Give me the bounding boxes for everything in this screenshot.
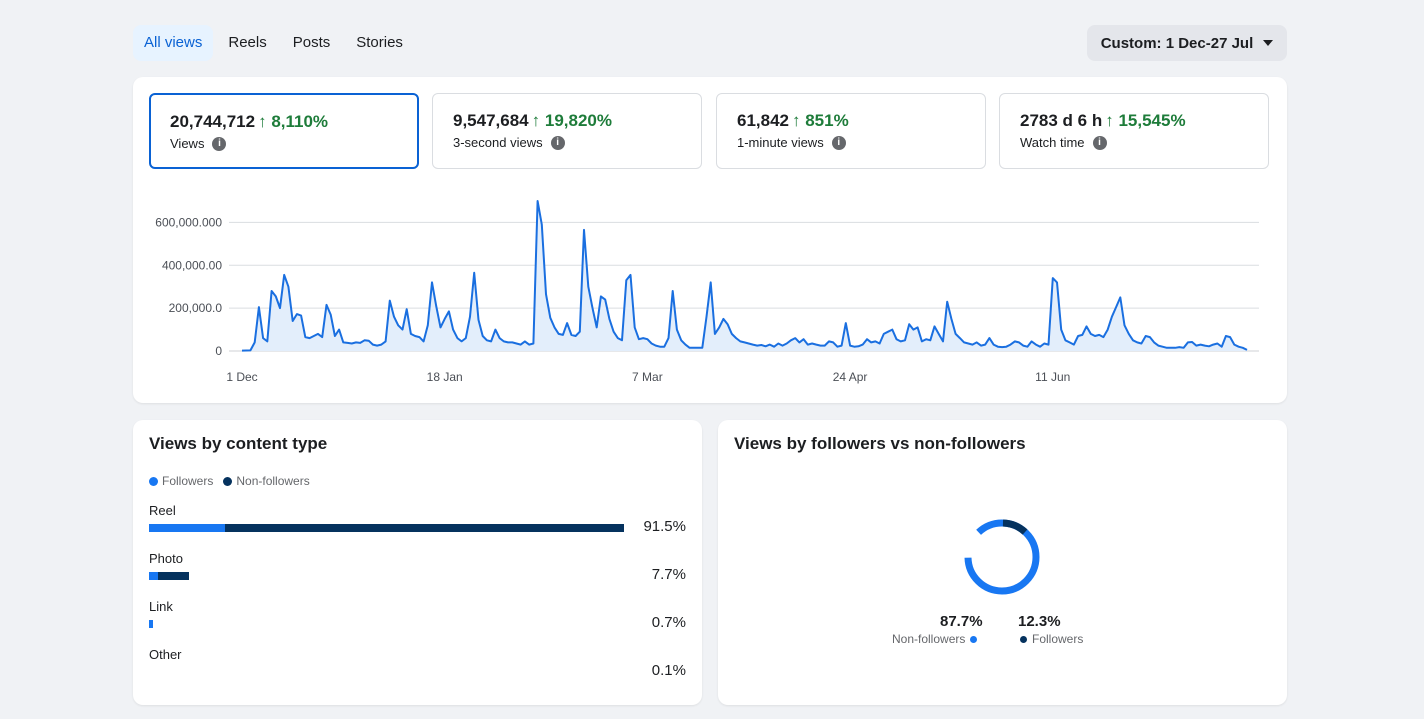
x-tick-label: 11 Jun xyxy=(1035,370,1070,384)
non-followers-arc xyxy=(964,519,1040,595)
metric-watch-time[interactable]: 2783 d 6 h ↑ 15,545% Watch time i xyxy=(999,93,1269,169)
metric-views[interactable]: 20,744,712 ↑ 8,110% Views i xyxy=(149,93,419,169)
tab-all-views[interactable]: All views xyxy=(133,25,214,61)
legend-label: Followers xyxy=(1032,632,1084,646)
content-type-bar xyxy=(149,620,153,628)
non-followers-segment xyxy=(157,572,189,580)
legend-dot xyxy=(1020,635,1027,643)
followers-donut-chart xyxy=(964,519,1040,595)
x-tick-label: 7 Mar xyxy=(632,370,663,384)
metric-value: 2783 d 6 h xyxy=(1020,111,1103,130)
legend-label: Non-followers xyxy=(892,632,966,646)
info-icon[interactable]: i xyxy=(1092,135,1107,150)
info-icon[interactable]: i xyxy=(550,135,565,150)
metric-change: ↑ 15,545% xyxy=(1105,111,1186,130)
metric-value: 61,842 xyxy=(737,111,789,130)
views-area-fill xyxy=(242,201,1247,351)
legend-item-non-followers: Non-followers xyxy=(223,474,310,488)
followers-legend: Followers xyxy=(1020,632,1083,646)
content-type-bar xyxy=(149,524,624,532)
overview-card: 20,744,712 ↑ 8,110% Views i 9,547,684 ↑ 19,… xyxy=(133,77,1287,403)
panel-title: Views by content type xyxy=(149,434,328,453)
legend-label: Followers xyxy=(162,474,214,488)
metric-change: ↑ 8,110% xyxy=(258,112,329,131)
metric-label: Watch time xyxy=(1020,135,1085,150)
metric-label: Views xyxy=(170,136,205,151)
followers-segment xyxy=(149,572,158,580)
panel-title: Views by followers vs non-followers xyxy=(734,434,1026,453)
views-series-line xyxy=(241,200,1248,352)
views-line-chart: 0 200,000.0 400,000.00 600,000.000 1 Dec 18 J… xyxy=(155,200,1259,384)
followers-segment xyxy=(149,524,225,532)
tab-reels[interactable]: Reels xyxy=(228,34,267,51)
metric-value: 9,547,684 xyxy=(453,111,529,130)
metric-label: 3-second views xyxy=(453,135,543,150)
chart-legend: Followers Non-followers xyxy=(149,474,310,488)
legend-label: Non-followers xyxy=(236,474,310,488)
info-icon[interactable]: i xyxy=(212,136,227,151)
content-type-bar xyxy=(149,572,189,580)
y-tick-label: 400,000.00 xyxy=(162,258,222,272)
followers-split-card: Views by followers vs non-followers 87.7… xyxy=(718,420,1287,705)
view-type-tabs: All views Reels Posts Stories xyxy=(133,25,414,61)
followers-segment xyxy=(149,620,153,628)
legend-item-followers: Followers xyxy=(149,474,213,488)
y-tick-label: 200,000.0 xyxy=(169,301,223,315)
content-type-label: Other xyxy=(149,647,182,662)
caret-down-icon xyxy=(1263,40,1274,46)
date-range-dropdown[interactable]: Custom: 1 Dec-27 Jul xyxy=(1087,25,1287,61)
tab-posts[interactable]: Posts xyxy=(292,34,331,51)
content-type-pct: 0.1% xyxy=(651,662,686,679)
non-followers-legend: Non-followers xyxy=(892,632,978,646)
date-range-label: Custom: 1 Dec-27 Jul xyxy=(1100,34,1254,52)
content-type-pct: 7.7% xyxy=(651,566,686,583)
metric-value: 20,744,712 xyxy=(170,112,256,131)
content-type-label: Photo xyxy=(149,551,183,566)
y-tick-label: 600,000.000 xyxy=(155,215,222,229)
info-icon[interactable]: i xyxy=(831,135,846,150)
content-type-pct: 91.5% xyxy=(643,518,686,535)
metric-change: ↑ 851% xyxy=(792,111,849,130)
y-tick-label: 0 xyxy=(215,344,222,358)
content-type-label: Reel xyxy=(149,503,176,518)
legend-dot xyxy=(149,476,158,486)
legend-dot xyxy=(970,635,978,643)
legend-dot xyxy=(223,476,233,486)
metric-change: ↑ 19,820% xyxy=(531,111,612,130)
metric-1-minute-views[interactable]: 61,842 ↑ 851% 1-minute views i xyxy=(716,93,986,169)
non-followers-pct: 87.7% xyxy=(940,613,983,630)
content-type-card: Views by content type Followers Non-foll… xyxy=(133,420,702,705)
x-tick-label: 18 Jan xyxy=(427,370,463,384)
content-type-pct: 0.7% xyxy=(651,614,686,631)
followers-pct: 12.3% xyxy=(1018,613,1061,630)
metric-3-second-views[interactable]: 9,547,684 ↑ 19,820% 3-second views i xyxy=(432,93,702,169)
content-type-label: Link xyxy=(149,599,173,614)
x-tick-label: 24 Apr xyxy=(833,370,868,384)
metric-label: 1-minute views xyxy=(737,135,824,150)
x-tick-label: 1 Dec xyxy=(226,370,257,384)
tab-stories[interactable]: Stories xyxy=(356,34,403,51)
non-followers-segment xyxy=(225,524,624,532)
